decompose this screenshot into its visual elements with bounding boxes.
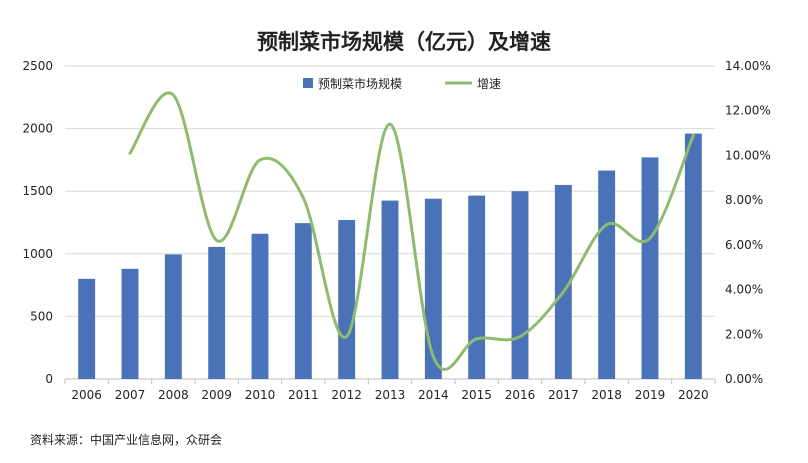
y-right-tick-label: 4.00% <box>725 283 763 297</box>
legend-bar-swatch <box>303 78 313 88</box>
bar <box>468 195 486 379</box>
legend-bar-label: 预制菜市场规模 <box>318 76 402 91</box>
x-tick-label: 2010 <box>245 388 276 402</box>
bar <box>511 191 529 379</box>
source-note: 资料来源：中国产业信息网，众研会 <box>30 433 223 447</box>
x-tick-label: 2020 <box>678 388 709 402</box>
x-tick-label: 2018 <box>591 388 622 402</box>
x-tick-label: 2007 <box>115 388 146 402</box>
y-right-tick-label: 10.00% <box>725 148 771 162</box>
y-right-tick-label: 0.00% <box>725 372 763 386</box>
x-tick-label: 2014 <box>418 388 449 402</box>
x-tick-label: 2019 <box>635 388 666 402</box>
x-tick-label: 2015 <box>461 388 492 402</box>
legend-line-label: 增速 <box>477 77 501 91</box>
bar <box>294 223 312 379</box>
bar <box>641 157 659 379</box>
bar <box>121 268 139 379</box>
y-left-tick-label: 2000 <box>22 122 53 136</box>
chart-title: 预制菜市场规模（亿元）及增速 <box>257 30 551 54</box>
bar <box>164 254 182 379</box>
bar <box>554 184 572 379</box>
x-tick-label: 2017 <box>548 388 579 402</box>
x-tick-label: 2011 <box>288 388 319 402</box>
y-left-tick-label: 1000 <box>22 247 53 261</box>
x-tick-label: 2016 <box>505 388 536 402</box>
y-right-tick-label: 6.00% <box>725 238 763 252</box>
x-tick-label: 2012 <box>331 388 362 402</box>
y-left-tick-label: 2500 <box>22 59 53 73</box>
bar <box>338 219 356 379</box>
bar <box>424 198 442 379</box>
bar <box>208 246 226 379</box>
x-tick-label: 2009 <box>201 388 232 402</box>
y-right-tick-label: 8.00% <box>725 193 763 207</box>
y-left-tick-label: 0 <box>45 372 53 386</box>
y-left-tick-label: 500 <box>30 309 53 323</box>
bar <box>598 170 616 379</box>
bar <box>381 200 399 379</box>
bar <box>684 133 702 379</box>
y-right-tick-label: 14.00% <box>725 59 771 73</box>
x-tick-label: 2006 <box>71 388 102 402</box>
x-tick-label: 2008 <box>158 388 189 402</box>
x-tick-label: 2013 <box>375 388 406 402</box>
y-right-tick-label: 2.00% <box>725 327 763 341</box>
y-left-tick-label: 1500 <box>22 184 53 198</box>
y-right-tick-label: 12.00% <box>725 104 771 118</box>
bar <box>251 233 269 379</box>
bar <box>78 278 96 379</box>
growth-line <box>128 91 695 371</box>
